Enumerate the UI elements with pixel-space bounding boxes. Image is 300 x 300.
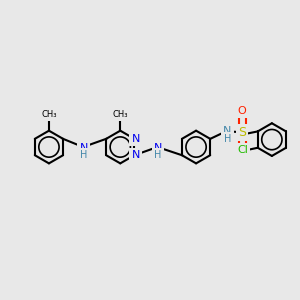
- Text: Cl: Cl: [237, 145, 248, 155]
- Text: CH₃: CH₃: [41, 110, 57, 119]
- Text: H: H: [154, 150, 162, 161]
- Text: H: H: [80, 150, 87, 161]
- Text: S: S: [238, 126, 246, 139]
- Text: N: N: [154, 142, 162, 153]
- Text: N: N: [223, 126, 232, 136]
- Text: H: H: [224, 134, 231, 144]
- Text: N: N: [131, 150, 140, 160]
- Text: O: O: [238, 148, 247, 158]
- Text: CH₃: CH₃: [112, 110, 128, 119]
- Text: N: N: [80, 142, 88, 153]
- Text: O: O: [238, 106, 247, 116]
- Text: N: N: [131, 134, 140, 144]
